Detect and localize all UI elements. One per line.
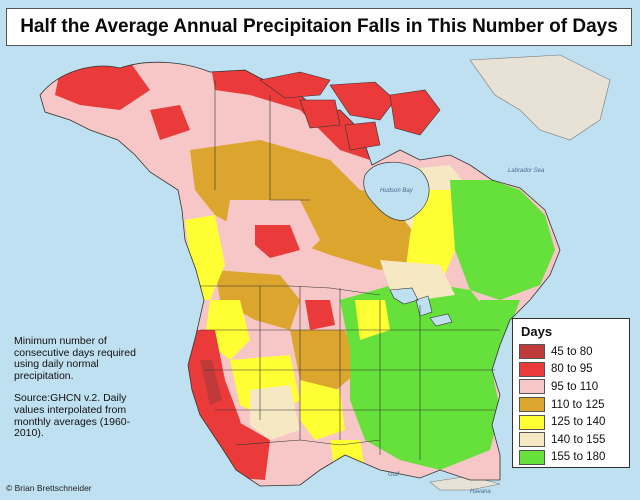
legend-swatch [519,414,545,430]
great-lakes [389,287,453,327]
legend-swatch [519,397,545,413]
legend-item: 125 to 140 [519,413,623,431]
hudson-bay [363,161,430,221]
legend-swatch [519,344,545,360]
legend-label: 80 to 95 [551,363,593,376]
legend-label: 125 to 140 [551,416,606,429]
legend-label: 45 to 80 [551,345,593,358]
arctic-islands [259,71,441,151]
legend-item: 45 to 80 [519,343,623,361]
legend-label: 95 to 110 [551,380,599,393]
legend-swatch [519,449,545,465]
legend-swatch [519,379,545,395]
map-notes: Minimum number of consecutive days requi… [14,335,154,440]
legend-title: Days [521,324,553,339]
continent-outline [39,61,561,487]
legend-item: 80 to 95 [519,361,623,379]
map-title: Half the Average Annual Precipitaion Fal… [6,8,632,46]
legend-swatch [519,432,545,448]
legend-label: 140 to 155 [551,433,606,446]
legend-item: 95 to 110 [519,378,623,396]
definition-note: Minimum number of consecutive days requi… [14,335,136,382]
legend-item: 110 to 125 [519,396,623,414]
credit-text: © Brian Brettschneider [6,483,92,493]
greenland-land [469,54,611,141]
legend-swatch [519,361,545,377]
legend-item: 140 to 155 [519,431,623,449]
hudson-bay-label: Hudson Bay [380,188,414,194]
gulf-label: Gulf [388,472,400,478]
havana-label: Havana [470,489,491,495]
political-borders [200,80,500,460]
source-note: Source:GHCN v.2. Daily values interpolat… [14,392,131,440]
legend-item: 155 to 180 [519,449,623,467]
labrador-sea-label: Labrador Sea [508,168,545,174]
legend-label: 110 to 125 [551,398,605,411]
legend-label: 155 to 180 [551,451,606,464]
legend: Days 45 to 80 80 to 95 95 to 110 110 to … [512,318,630,468]
